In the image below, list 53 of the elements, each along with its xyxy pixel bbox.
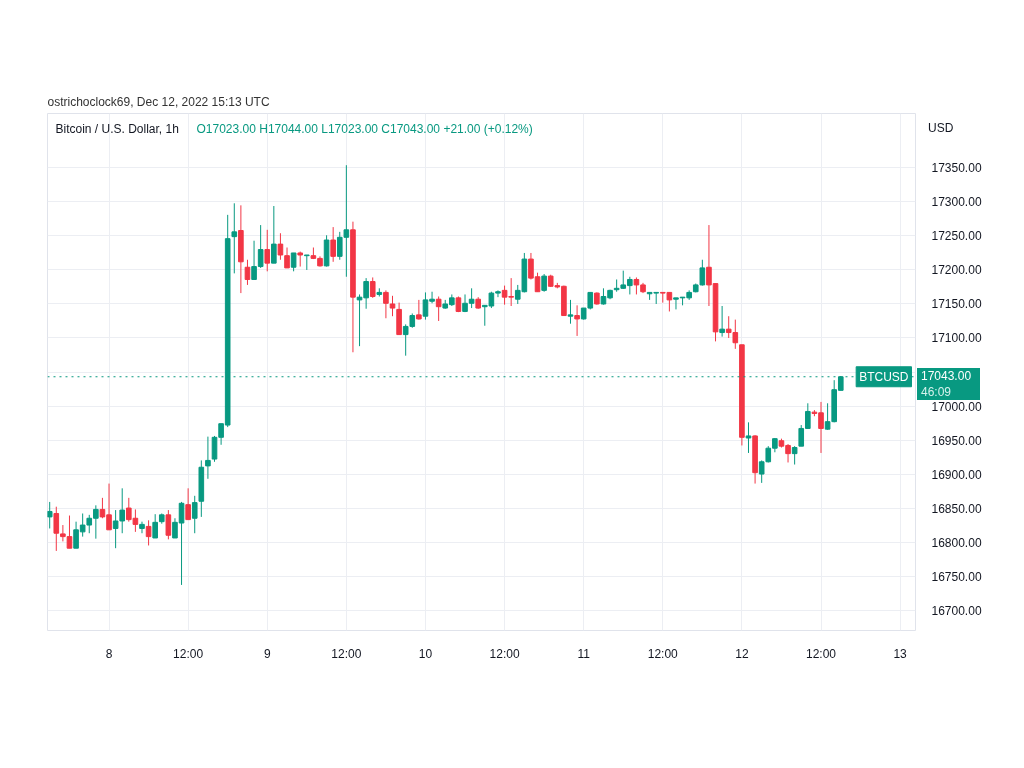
candlestick: [231, 202, 238, 274]
text: Bitcoin / U.S. Dollar, 1h: [55, 121, 179, 136]
y-tick-label: 17000.00: [931, 399, 982, 414]
x-tick-label: 8: [105, 646, 113, 661]
x-tick-label: 12: [735, 646, 749, 661]
y-tick-label: 16850.00: [931, 501, 982, 516]
x-tick-label: 11: [577, 646, 591, 661]
candlestick: [139, 521, 145, 534]
y-tick-label: 17150.00: [931, 297, 982, 312]
annotation: O17023.00 H17044.00 L17023.00 C17043.00 +21.00 (+0.12%): [196, 121, 533, 136]
x-tick-label: 13: [893, 646, 908, 661]
x-tick-label: 12:00: [331, 646, 362, 661]
text: 46:09: [917, 384, 980, 400]
y-tick-label: 17200.00: [931, 263, 982, 278]
candlestick: [435, 295, 442, 322]
candlestick: [719, 305, 725, 338]
candlestick: [47, 501, 53, 529]
candlestick: [271, 205, 277, 264]
x-tick-label: 12:00: [805, 646, 837, 661]
candlestick: [416, 299, 422, 321]
candlestick: [745, 421, 752, 454]
ref-line-label: BTCUSD: [859, 369, 909, 384]
x-tick-label: 9: [263, 646, 271, 661]
candlestick: [264, 229, 271, 272]
candlestick: [791, 445, 798, 466]
candlestick: [567, 299, 574, 325]
candlestick: [369, 276, 376, 299]
candlestick: [330, 226, 336, 263]
y-tick-label: 16750.00: [931, 569, 982, 584]
candlestick: [303, 254, 310, 271]
candlestick: [152, 513, 158, 539]
candlestick: [165, 509, 172, 540]
text: 17043.00: [917, 368, 980, 384]
candlestick: [205, 436, 211, 480]
y-tick-label: 17250.00: [931, 229, 982, 244]
chart-title: ostrichoclock69, Dec 12, 2022 15:13 UTC: [47, 94, 270, 109]
candlestick: [145, 519, 152, 546]
x-tick-label: 12:00: [489, 646, 520, 661]
y-tick-label: 16700.00: [931, 603, 982, 618]
y-tick-label: 17100.00: [931, 331, 982, 346]
y-tick-label: 17300.00: [931, 195, 982, 210]
y-axis-title: USD: [928, 120, 954, 136]
y-tick-label: 17350.00: [931, 161, 982, 176]
candlestick: [185, 487, 191, 521]
x-tick-label: 10: [418, 646, 433, 661]
x-tick-label: 12:00: [647, 646, 679, 661]
candlestick: [191, 495, 198, 534]
x-tick-label: 12:00: [173, 646, 204, 661]
y-tick-label: 16900.00: [931, 467, 982, 482]
y-tick-label: 16800.00: [931, 535, 982, 550]
candlestick: [290, 252, 297, 272]
candlestick: [574, 304, 580, 337]
y-tick-label: 16950.00: [931, 433, 982, 448]
